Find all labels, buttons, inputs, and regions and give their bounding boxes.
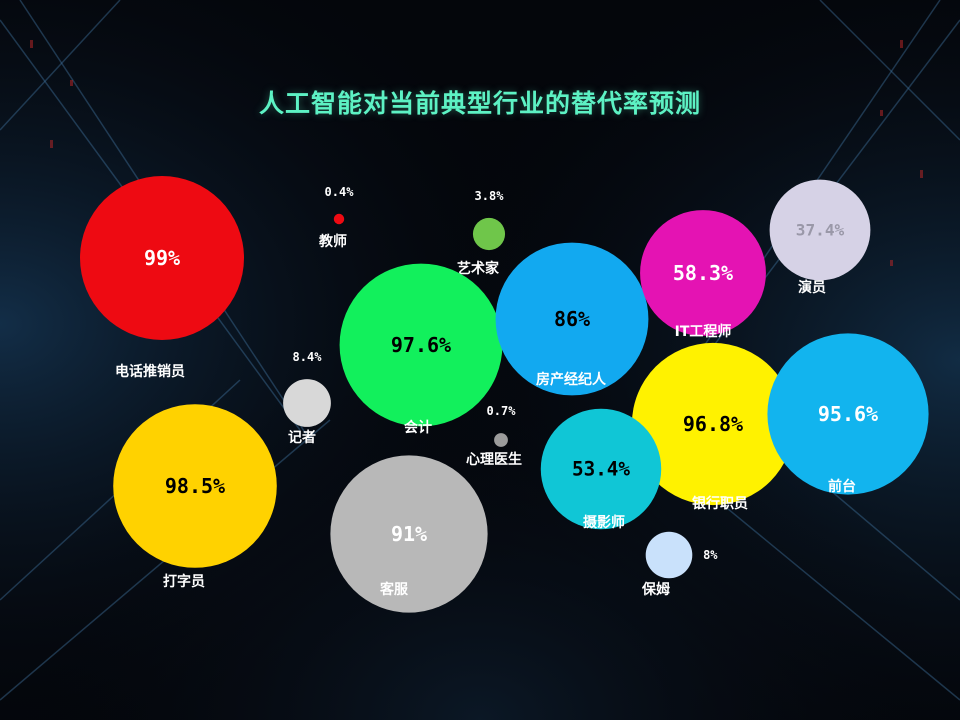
category-label-9: 银行职员 — [692, 495, 748, 512]
category-label-7: 记者 — [288, 430, 316, 446]
category-label-8: 心理医生 — [466, 451, 522, 468]
category-label-5: IT工程师 — [675, 323, 732, 340]
bubble-9 — [631, 342, 795, 506]
value-label-11: 98.5% — [165, 474, 225, 498]
bubble-5 — [640, 210, 766, 336]
category-label-10: 前台 — [828, 478, 856, 495]
bubble-3 — [339, 263, 503, 427]
bubble-12 — [330, 455, 488, 613]
chart-title: 人工智能对当前典型行业的替代率预测 — [258, 89, 701, 118]
bubble-7 — [283, 379, 331, 427]
value-label-12: 91% — [391, 522, 427, 546]
category-label-0: 电话推销员 — [115, 363, 185, 380]
bubble-13 — [540, 408, 662, 530]
category-label-13: 摄影师 — [583, 514, 625, 531]
value-label-0: 99% — [144, 246, 180, 270]
value-label-8: 0.7% — [487, 404, 517, 418]
bubble-14 — [645, 531, 693, 579]
bubble-0 — [80, 176, 244, 340]
value-label-1: 0.4% — [325, 185, 355, 199]
bubble-2 — [472, 217, 506, 251]
category-label-1: 教师 — [319, 233, 347, 250]
value-label-13: 53.4% — [572, 458, 630, 481]
value-label-5: 58.3% — [673, 261, 733, 285]
value-label-2: 3.8% — [475, 189, 505, 203]
category-label-12: 客服 — [379, 581, 409, 598]
value-label-7: 8.4% — [293, 350, 323, 364]
category-label-4: 房产经纪人 — [536, 371, 607, 388]
bubble-4 — [495, 242, 649, 396]
value-label-10: 95.6% — [818, 402, 878, 426]
category-label-2: 艺术家 — [457, 260, 500, 277]
category-label-14: 保姆 — [641, 581, 670, 598]
value-label-6: 37.4% — [796, 221, 845, 240]
bubble-8 — [494, 433, 508, 447]
bubble-11 — [113, 404, 277, 568]
value-label-4: 86% — [554, 307, 590, 331]
bubble-1 — [333, 213, 345, 225]
bubble-10 — [767, 333, 929, 495]
value-label-9: 96.8% — [683, 412, 743, 436]
category-label-3: 会计 — [404, 419, 432, 436]
value-label-3: 97.6% — [391, 333, 451, 357]
category-label-6: 演员 — [798, 279, 826, 296]
value-label-14: 8% — [703, 548, 718, 562]
category-label-11: 打字员 — [163, 573, 205, 590]
bubble-6 — [769, 179, 871, 281]
